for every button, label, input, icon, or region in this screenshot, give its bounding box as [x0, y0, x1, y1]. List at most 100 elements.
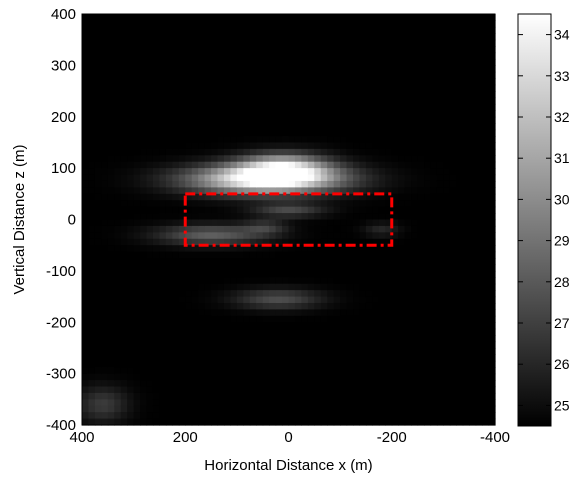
heatmap-cell [488, 225, 496, 233]
heatmap-cell [243, 264, 251, 272]
heatmap-cell [404, 373, 412, 381]
heatmap-cell [359, 174, 367, 182]
heatmap-cell [411, 270, 419, 278]
heatmap-cell [411, 46, 419, 54]
heatmap-cell [230, 264, 238, 272]
heatmap-cell [152, 110, 161, 118]
heatmap-cell [133, 33, 141, 41]
heatmap-cell [353, 174, 361, 182]
heatmap-cell [469, 309, 477, 317]
heatmap-cell [469, 123, 477, 131]
heatmap-cell [120, 264, 128, 272]
heatmap-cell [488, 264, 496, 272]
heatmap-cell [353, 136, 361, 144]
heatmap-cell [417, 58, 425, 66]
heatmap-cell [249, 277, 257, 285]
heatmap-cell [424, 213, 432, 221]
heatmap-cell [475, 116, 483, 124]
heatmap-cell [185, 91, 193, 99]
heatmap-cell [146, 26, 154, 34]
heatmap-cell [462, 386, 470, 394]
heatmap-cell [275, 174, 283, 182]
heatmap-cell [307, 52, 315, 60]
heatmap-cell [288, 71, 296, 79]
heatmap-cell [120, 392, 128, 400]
heatmap-cell [320, 97, 328, 105]
heatmap-cell [288, 161, 296, 169]
heatmap-cell [424, 174, 432, 182]
heatmap-cell [230, 290, 238, 298]
heatmap-cell [430, 129, 438, 137]
heatmap-cell [243, 315, 251, 323]
heatmap-cell [404, 302, 412, 310]
heatmap-cell [294, 110, 302, 118]
heatmap-cell [378, 46, 386, 54]
heatmap-cell [120, 187, 128, 195]
heatmap-cell [236, 354, 244, 362]
heatmap-cell [301, 354, 309, 362]
heatmap-cell [314, 200, 322, 208]
heatmap-cell [294, 46, 302, 54]
heatmap-cell [488, 78, 496, 86]
heatmap-cell [211, 116, 219, 124]
heatmap-cell [178, 206, 186, 214]
heatmap-cell [120, 142, 128, 150]
heatmap-cell [372, 187, 380, 195]
heatmap-cell [249, 136, 257, 144]
heatmap-cell [365, 129, 373, 137]
heatmap-cell [475, 290, 483, 298]
heatmap-cell [430, 354, 438, 362]
heatmap-cell [424, 399, 432, 407]
heatmap-cell [223, 335, 232, 343]
heatmap-cell [372, 219, 380, 227]
heatmap-cell [82, 148, 90, 156]
heatmap-cell [159, 200, 167, 208]
heatmap-cell [152, 354, 161, 362]
heatmap-cell [82, 315, 90, 323]
heatmap-cell [217, 180, 225, 188]
heatmap-cell [353, 290, 361, 298]
heatmap-cell [165, 347, 173, 355]
heatmap-cell [456, 412, 464, 420]
heatmap-cell [346, 200, 354, 208]
heatmap-cell [88, 386, 96, 394]
heatmap-cell [411, 39, 419, 47]
heatmap-cell [107, 123, 115, 131]
heatmap-cell [198, 309, 206, 317]
heatmap-cell [172, 258, 180, 266]
heatmap-cell [385, 347, 393, 355]
y-axis-label: Vertical Distance z (m) [11, 144, 28, 294]
heatmap-cell [346, 84, 354, 92]
heatmap-cell [301, 116, 309, 124]
heatmap-cell [340, 290, 348, 298]
heatmap-cell [391, 380, 399, 388]
heatmap-cell [353, 245, 361, 253]
heatmap-cell [372, 123, 380, 131]
heatmap-cell [178, 110, 186, 118]
heatmap-cell [127, 264, 135, 272]
heatmap-cell [249, 180, 257, 188]
heatmap-cell [385, 148, 393, 156]
heatmap-cell [359, 328, 367, 336]
heatmap-cell [365, 161, 373, 169]
heatmap-cell [475, 14, 483, 22]
heatmap-cell [449, 91, 457, 99]
heatmap-cell [178, 97, 186, 105]
heatmap-cell [424, 315, 432, 323]
heatmap-cell [288, 322, 296, 330]
heatmap-cell [365, 78, 373, 86]
heatmap-cell [159, 187, 167, 195]
heatmap-cell [204, 206, 212, 214]
heatmap-cell [165, 302, 173, 310]
heatmap-cell [294, 155, 302, 163]
heatmap-cell [217, 373, 225, 381]
heatmap-cell [436, 341, 444, 349]
heatmap-cell [114, 39, 122, 47]
heatmap-cell [152, 418, 161, 426]
heatmap-cell [94, 84, 102, 92]
heatmap-cell [243, 347, 251, 355]
heatmap-cell [372, 347, 380, 355]
heatmap-cell [398, 309, 406, 317]
heatmap-cell [243, 161, 251, 169]
heatmap-cell [294, 206, 302, 214]
